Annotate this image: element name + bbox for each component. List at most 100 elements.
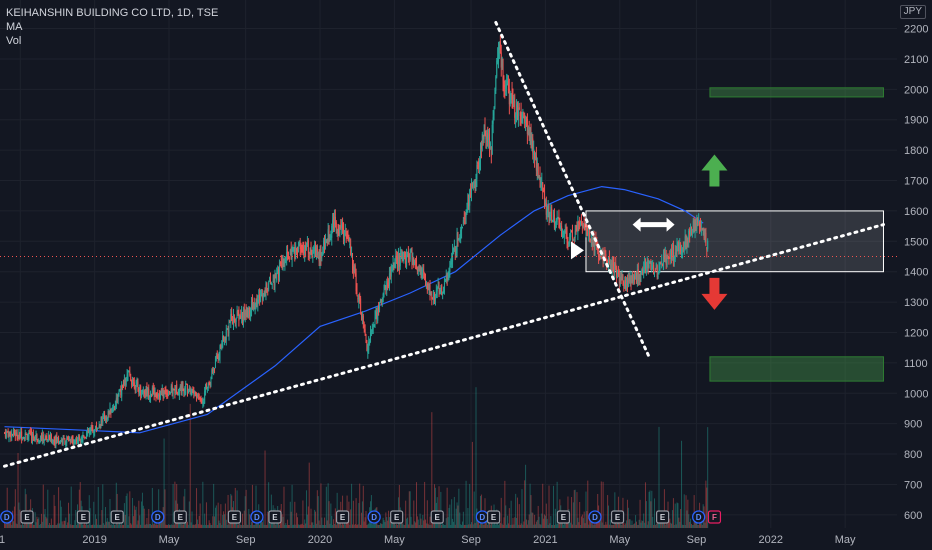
volume-bar <box>309 524 311 528</box>
candle-body <box>290 248 292 260</box>
candle-body <box>222 336 224 348</box>
volume-bar <box>240 524 242 528</box>
symbol-title[interactable]: KEIHANSHIN BUILDING CO LTD, 1D, TSE <box>6 7 219 19</box>
volume-bar <box>671 523 673 528</box>
time-tick-label: 2022 <box>759 534 783 546</box>
volume-bar <box>525 464 527 528</box>
candle-body <box>655 263 657 269</box>
candle-body <box>156 395 158 397</box>
volume-bar <box>93 501 95 528</box>
candle-body <box>292 247 294 251</box>
earnings-icon <box>76 510 90 524</box>
event-marker-e: E <box>110 510 124 524</box>
volume-bar <box>298 524 300 528</box>
volume-bar <box>514 517 516 528</box>
candle-body <box>436 287 438 292</box>
candle-body <box>117 394 119 402</box>
volume-bar <box>544 514 546 528</box>
volume-bar <box>418 524 420 528</box>
price-axis[interactable]: 6007008009001000110012001300140015001600… <box>904 24 928 522</box>
volume-bar <box>584 523 586 528</box>
candle-body <box>321 255 323 257</box>
candle-body <box>314 247 316 252</box>
volume-bar <box>332 524 334 528</box>
volume-bar <box>658 426 660 528</box>
candle-body <box>60 440 62 442</box>
candle-body <box>264 291 266 297</box>
candle-body <box>75 440 77 442</box>
candle-body <box>604 249 606 253</box>
time-axis[interactable]: 1 2019 May Sep 2020 May Sep 2021 May Sep 2022 May <box>0 534 856 546</box>
volume-bar <box>530 495 532 528</box>
volume-bar <box>361 512 363 528</box>
candle-body <box>565 230 567 232</box>
volume-bar <box>288 524 290 528</box>
volume-bar <box>641 520 643 528</box>
candle-body <box>419 268 421 270</box>
volume-bar <box>440 491 442 528</box>
volume-bar <box>698 524 700 528</box>
volume-bar <box>181 522 183 528</box>
indicator-ma[interactable]: MA <box>6 21 23 33</box>
candle-body <box>687 240 689 242</box>
currency-badge[interactable]: JPY <box>899 5 926 19</box>
dividend-icon <box>367 510 381 524</box>
dividend-letter: D <box>371 513 377 522</box>
candle-body <box>657 275 659 278</box>
candle-body <box>56 436 58 441</box>
volume-bar <box>35 522 37 528</box>
event-marker-d: D <box>250 510 264 524</box>
volume-bar <box>197 524 199 528</box>
candle-body <box>269 277 271 281</box>
volume-bar <box>50 518 52 528</box>
candle-body <box>68 438 70 440</box>
volume-bar <box>22 525 24 528</box>
candle-body <box>668 258 670 260</box>
indicator-vol[interactable]: Vol <box>6 35 22 47</box>
volume-bar <box>389 521 391 528</box>
event-marker-e: E <box>390 510 404 524</box>
candle-body <box>582 223 584 225</box>
volume-bar <box>290 511 292 528</box>
candle-body <box>656 265 658 277</box>
candle-body <box>27 437 29 440</box>
candle-body <box>464 217 466 219</box>
volume-bar <box>98 524 100 528</box>
volume-bar <box>430 524 432 528</box>
volume-bar <box>95 518 97 528</box>
volume-bar <box>383 520 385 528</box>
candle-body <box>536 161 538 174</box>
volume-bar <box>86 524 88 528</box>
candle-body <box>77 440 79 442</box>
candle-body <box>333 217 335 229</box>
candle-body <box>573 237 575 239</box>
candle-body <box>48 434 50 440</box>
candle-body <box>361 311 363 318</box>
volume-bar <box>424 481 426 528</box>
candle-body <box>434 292 436 302</box>
volume-bar <box>377 524 379 528</box>
candle-body <box>304 244 306 255</box>
candle-body <box>407 251 409 257</box>
candle-body <box>310 248 312 255</box>
volume-bar <box>180 524 182 528</box>
volume-bar <box>193 524 195 528</box>
candle-body <box>176 384 178 394</box>
candle-body <box>16 432 18 438</box>
volume-bar <box>434 487 436 528</box>
volume-bar <box>296 517 298 528</box>
candle-body <box>296 252 298 254</box>
volume-bar <box>426 500 428 528</box>
volume-bar <box>522 524 524 528</box>
candle-body <box>598 253 600 258</box>
volume-bar <box>592 524 594 528</box>
candle-body <box>141 389 143 392</box>
candle-body <box>226 328 228 330</box>
candle-body <box>13 429 15 435</box>
candle-body <box>243 308 245 318</box>
candle-body <box>574 231 576 239</box>
candle-body <box>477 162 479 164</box>
candle-body <box>35 434 37 438</box>
volume-bar <box>146 517 148 528</box>
